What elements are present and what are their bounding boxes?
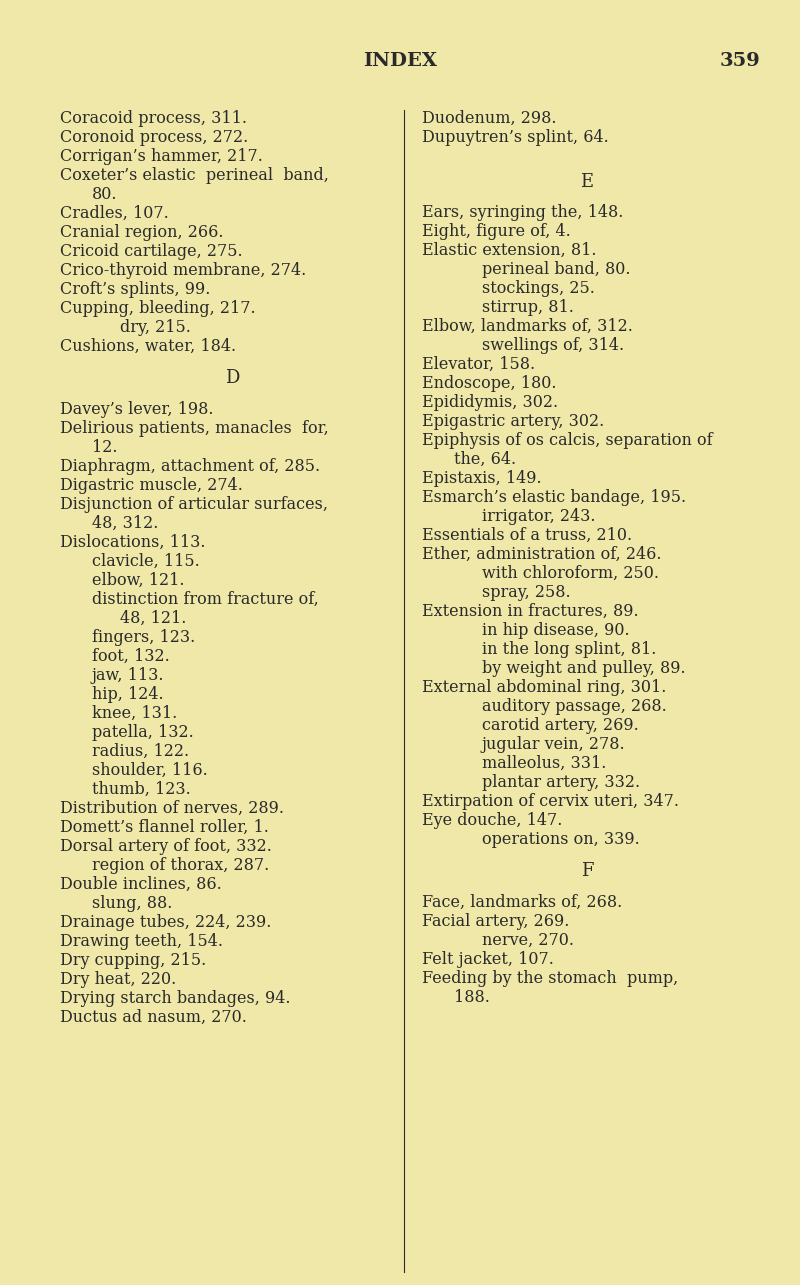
Text: elbow, 121.: elbow, 121. xyxy=(92,572,185,589)
Text: Elevator, 158.: Elevator, 158. xyxy=(422,356,535,373)
Text: carotid artery, 269.: carotid artery, 269. xyxy=(482,717,638,734)
Text: Dry heat, 220.: Dry heat, 220. xyxy=(60,970,176,988)
Text: 80.: 80. xyxy=(92,186,118,203)
Text: Crico-thyroid membrane, 274.: Crico-thyroid membrane, 274. xyxy=(60,262,306,279)
Text: Epiphysis of os calcis, separation of: Epiphysis of os calcis, separation of xyxy=(422,432,713,448)
Text: Distribution of nerves, 289.: Distribution of nerves, 289. xyxy=(60,799,284,817)
Text: Dry cupping, 215.: Dry cupping, 215. xyxy=(60,952,206,969)
Text: perineal band, 80.: perineal band, 80. xyxy=(482,261,630,278)
Text: Ether, administration of, 246.: Ether, administration of, 246. xyxy=(422,546,662,563)
Text: clavicle, 115.: clavicle, 115. xyxy=(92,553,200,569)
Text: dry, 215.: dry, 215. xyxy=(120,319,191,335)
Text: F: F xyxy=(581,862,594,880)
Text: Coracoid process, 311.: Coracoid process, 311. xyxy=(60,111,247,127)
Text: region of thorax, 287.: region of thorax, 287. xyxy=(92,857,270,874)
Text: thumb, 123.: thumb, 123. xyxy=(92,781,190,798)
Text: Eight, figure of, 4.: Eight, figure of, 4. xyxy=(422,224,570,240)
Text: knee, 131.: knee, 131. xyxy=(92,704,178,722)
Text: Epigastric artery, 302.: Epigastric artery, 302. xyxy=(422,412,604,430)
Text: spray, 258.: spray, 258. xyxy=(482,585,570,601)
Text: plantar artery, 332.: plantar artery, 332. xyxy=(482,774,640,792)
Text: Elastic extension, 81.: Elastic extension, 81. xyxy=(422,242,597,260)
Text: Delirious patients, manacles  for,: Delirious patients, manacles for, xyxy=(60,420,329,437)
Text: jaw, 113.: jaw, 113. xyxy=(92,667,165,684)
Text: Cupping, bleeding, 217.: Cupping, bleeding, 217. xyxy=(60,299,256,317)
Text: with chloroform, 250.: with chloroform, 250. xyxy=(482,565,659,582)
Text: Eye douche, 147.: Eye douche, 147. xyxy=(422,812,562,829)
Text: Epididymis, 302.: Epididymis, 302. xyxy=(422,394,558,411)
Text: Double inclines, 86.: Double inclines, 86. xyxy=(60,875,222,893)
Text: INDEX: INDEX xyxy=(363,51,437,69)
Text: Drying starch bandages, 94.: Drying starch bandages, 94. xyxy=(60,989,290,1006)
Text: shoulder, 116.: shoulder, 116. xyxy=(92,762,208,779)
Text: Extirpation of cervix uteri, 347.: Extirpation of cervix uteri, 347. xyxy=(422,793,679,810)
Text: Ears, syringing the, 148.: Ears, syringing the, 148. xyxy=(422,204,623,221)
Text: Corrigan’s hammer, 217.: Corrigan’s hammer, 217. xyxy=(60,148,263,164)
Text: Dupuytren’s splint, 64.: Dupuytren’s splint, 64. xyxy=(422,128,609,146)
Text: Coxeter’s elastic  perineal  band,: Coxeter’s elastic perineal band, xyxy=(60,167,329,184)
Text: distinction from fracture of,: distinction from fracture of, xyxy=(92,591,318,608)
Text: 188.: 188. xyxy=(454,988,490,1006)
Text: External abdominal ring, 301.: External abdominal ring, 301. xyxy=(422,678,666,696)
Text: hip, 124.: hip, 124. xyxy=(92,686,164,703)
Text: Cranial region, 266.: Cranial region, 266. xyxy=(60,224,223,242)
Text: Cradles, 107.: Cradles, 107. xyxy=(60,206,169,222)
Text: auditory passage, 268.: auditory passage, 268. xyxy=(482,698,666,714)
Text: Face, landmarks of, 268.: Face, landmarks of, 268. xyxy=(422,894,622,911)
Text: foot, 132.: foot, 132. xyxy=(92,648,170,664)
Text: patella, 132.: patella, 132. xyxy=(92,723,194,740)
Text: Coronoid process, 272.: Coronoid process, 272. xyxy=(60,128,248,146)
Text: Croft’s splints, 99.: Croft’s splints, 99. xyxy=(60,281,210,298)
Text: Extension in fractures, 89.: Extension in fractures, 89. xyxy=(422,603,638,621)
Text: Endoscope, 180.: Endoscope, 180. xyxy=(422,375,557,392)
Text: Disjunction of articular surfaces,: Disjunction of articular surfaces, xyxy=(60,496,328,513)
Text: stockings, 25.: stockings, 25. xyxy=(482,280,595,297)
Text: radius, 122.: radius, 122. xyxy=(92,743,189,759)
Text: D: D xyxy=(225,369,239,387)
Text: in hip disease, 90.: in hip disease, 90. xyxy=(482,622,630,639)
Text: Cushions, water, 184.: Cushions, water, 184. xyxy=(60,338,236,355)
Text: Ductus ad nasum, 270.: Ductus ad nasum, 270. xyxy=(60,1009,247,1025)
Text: Facial artery, 269.: Facial artery, 269. xyxy=(422,912,570,930)
Text: in the long splint, 81.: in the long splint, 81. xyxy=(482,641,656,658)
Text: Cricoid cartilage, 275.: Cricoid cartilage, 275. xyxy=(60,243,242,260)
Text: Esmarch’s elastic bandage, 195.: Esmarch’s elastic bandage, 195. xyxy=(422,490,686,506)
Text: Epistaxis, 149.: Epistaxis, 149. xyxy=(422,470,542,487)
Text: nerve, 270.: nerve, 270. xyxy=(482,932,574,948)
Text: Duodenum, 298.: Duodenum, 298. xyxy=(422,111,557,127)
Text: 48, 312.: 48, 312. xyxy=(92,515,158,532)
Text: operations on, 339.: operations on, 339. xyxy=(482,831,640,848)
Text: 12.: 12. xyxy=(92,438,118,456)
Text: Dislocations, 113.: Dislocations, 113. xyxy=(60,533,206,551)
Text: 359: 359 xyxy=(719,51,760,69)
Text: by weight and pulley, 89.: by weight and pulley, 89. xyxy=(482,660,686,677)
Text: slung, 88.: slung, 88. xyxy=(92,894,172,911)
Text: Digastric muscle, 274.: Digastric muscle, 274. xyxy=(60,477,243,493)
Text: Diaphragm, attachment of, 285.: Diaphragm, attachment of, 285. xyxy=(60,457,320,474)
Text: swellings of, 314.: swellings of, 314. xyxy=(482,337,624,355)
Text: 48, 121.: 48, 121. xyxy=(120,609,186,627)
Text: Essentials of a truss, 210.: Essentials of a truss, 210. xyxy=(422,527,632,544)
Text: Dorsal artery of foot, 332.: Dorsal artery of foot, 332. xyxy=(60,838,272,855)
Text: E: E xyxy=(581,172,594,190)
Text: Elbow, landmarks of, 312.: Elbow, landmarks of, 312. xyxy=(422,319,633,335)
Text: Davey’s lever, 198.: Davey’s lever, 198. xyxy=(60,401,214,418)
Text: Feeding by the stomach  pump,: Feeding by the stomach pump, xyxy=(422,970,678,987)
Text: jugular vein, 278.: jugular vein, 278. xyxy=(482,736,626,753)
Text: fingers, 123.: fingers, 123. xyxy=(92,628,195,645)
Text: stirrup, 81.: stirrup, 81. xyxy=(482,299,574,316)
Text: Drainage tubes, 224, 239.: Drainage tubes, 224, 239. xyxy=(60,914,271,930)
Text: malleolus, 331.: malleolus, 331. xyxy=(482,756,606,772)
Text: the, 64.: the, 64. xyxy=(454,451,516,468)
Text: Domett’s flannel roller, 1.: Domett’s flannel roller, 1. xyxy=(60,819,269,835)
Text: Drawing teeth, 154.: Drawing teeth, 154. xyxy=(60,933,223,950)
Text: Felt jacket, 107.: Felt jacket, 107. xyxy=(422,951,554,968)
Text: irrigator, 243.: irrigator, 243. xyxy=(482,508,595,526)
